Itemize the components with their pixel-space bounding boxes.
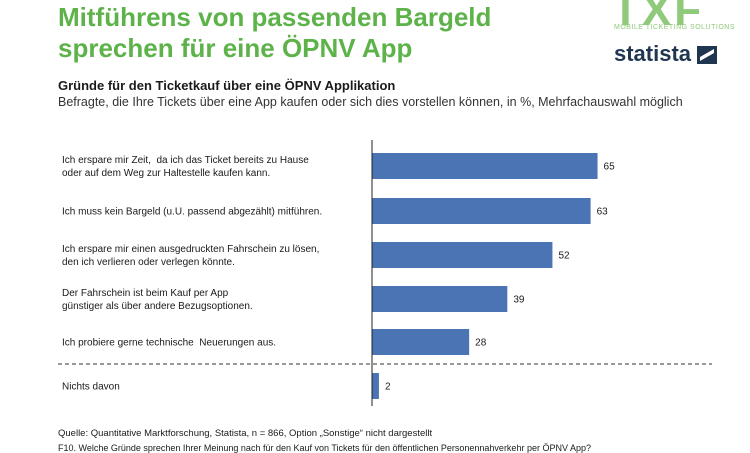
- title-line-1: Mitführens von passenden Bargeld: [58, 2, 492, 32]
- data-label: 28: [475, 338, 487, 349]
- source-note: Quelle: Quantitative Marktforschung, Sta…: [58, 428, 433, 439]
- category-label: Ich erspare mir Zeit, da ich das Ticket …: [62, 155, 309, 166]
- category-label: Ich erspare mir einen ausgedruckten Fahr…: [62, 244, 319, 255]
- category-label: Ich muss kein Bargeld (u.U. passend abge…: [62, 207, 322, 218]
- bar: [372, 286, 508, 312]
- category-label: den ich verlieren oder verlegen könnte.: [62, 257, 235, 268]
- bar: [372, 373, 379, 399]
- title-line-2: sprechen für eine ÖPNV App: [58, 33, 413, 63]
- statista-logo-icon: [697, 46, 717, 64]
- page-title: Mitführens von passenden Bargeld spreche…: [58, 2, 491, 64]
- data-label: 63: [597, 207, 609, 218]
- category-label: oder auf dem Weg zur Haltestelle kaufen …: [62, 168, 270, 179]
- data-label: 2: [385, 382, 391, 393]
- category-label: Nichts davon: [62, 382, 120, 393]
- data-label: 52: [558, 251, 570, 262]
- data-label: 65: [604, 162, 616, 173]
- data-label: 39: [513, 295, 525, 306]
- txf-logo-tagline: MOBILE TICKETING SOLUTIONS: [614, 24, 736, 31]
- chart-title: Gründe für den Ticketkauf über eine ÖPNV…: [58, 78, 396, 93]
- statista-logo: statista: [614, 41, 692, 66]
- category-label: Ich probiere gerne technische Neuerungen…: [62, 338, 276, 349]
- bar: [372, 153, 598, 179]
- txf-logo: TXF: [612, 0, 705, 35]
- chart-subtitle: Befragte, die Ihre Tickets über eine App…: [58, 95, 683, 109]
- category-label: günstiger als über andere Bezugsoptionen…: [62, 301, 253, 312]
- bar: [372, 242, 553, 268]
- bar: [372, 198, 591, 224]
- question-note: F10. Welche Gründe sprechen Ihrer Meinun…: [58, 443, 591, 453]
- category-label: Der Fahrschein ist beim Kauf per App: [62, 288, 229, 299]
- bar: [372, 329, 470, 355]
